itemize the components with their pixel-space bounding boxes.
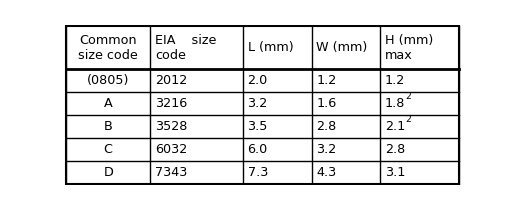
Text: 2.8: 2.8 <box>316 120 336 133</box>
Text: A: A <box>104 97 113 110</box>
Text: 3.2: 3.2 <box>247 97 268 110</box>
Text: H (mm)
max: H (mm) max <box>385 33 433 62</box>
Text: 2.1: 2.1 <box>385 120 406 133</box>
Text: D: D <box>103 166 113 179</box>
Text: 1.8: 1.8 <box>385 97 406 110</box>
Text: Common
size code: Common size code <box>78 33 138 62</box>
Text: 2: 2 <box>406 115 411 124</box>
Text: 3.5: 3.5 <box>247 120 268 133</box>
Text: 7343: 7343 <box>155 166 187 179</box>
Text: EIA    size
code: EIA size code <box>155 33 217 62</box>
Text: 7.3: 7.3 <box>247 166 268 179</box>
Text: 3216: 3216 <box>155 97 187 110</box>
Text: 2012: 2012 <box>155 74 187 87</box>
Text: 2: 2 <box>406 92 411 101</box>
Text: W (mm): W (mm) <box>316 41 368 54</box>
Text: B: B <box>104 120 113 133</box>
Text: 3.1: 3.1 <box>385 166 406 179</box>
Text: 6.0: 6.0 <box>247 143 268 156</box>
Text: 1.2: 1.2 <box>385 74 406 87</box>
Text: L (mm): L (mm) <box>247 41 293 54</box>
Text: C: C <box>104 143 113 156</box>
Text: 3528: 3528 <box>155 120 187 133</box>
Text: (0805): (0805) <box>87 74 130 87</box>
Text: 1.2: 1.2 <box>316 74 336 87</box>
Text: 6032: 6032 <box>155 143 187 156</box>
Text: 3.2: 3.2 <box>316 143 336 156</box>
Text: 2.8: 2.8 <box>385 143 406 156</box>
Text: 1.6: 1.6 <box>316 97 336 110</box>
Text: 2.0: 2.0 <box>247 74 268 87</box>
Text: 4.3: 4.3 <box>316 166 336 179</box>
